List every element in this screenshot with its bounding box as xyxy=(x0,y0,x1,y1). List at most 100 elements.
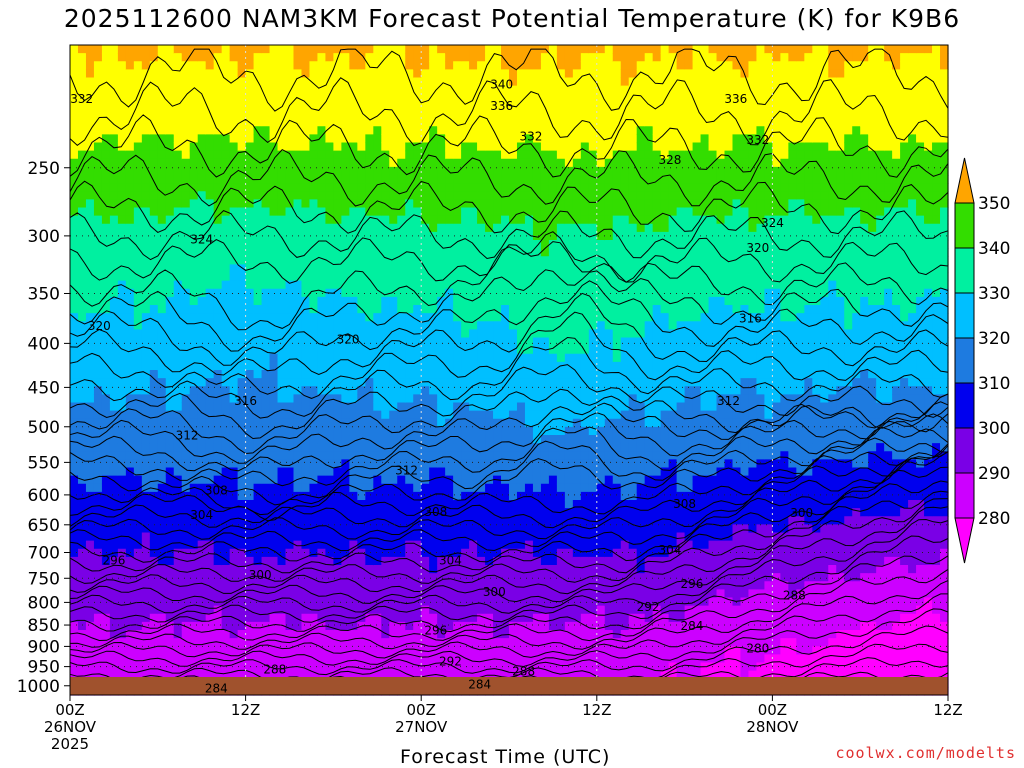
contour-fill-cell xyxy=(532,597,542,607)
contour-fill-cell xyxy=(405,386,414,395)
contour-fill-cell xyxy=(301,581,311,590)
contour-fill-cell xyxy=(341,296,350,306)
contour-fill-cell xyxy=(485,345,494,355)
contour-fill-cell xyxy=(261,207,271,217)
contour-fill-cell xyxy=(77,158,87,168)
contour-fill-cell xyxy=(445,402,454,412)
contour-fill-cell xyxy=(117,524,127,534)
contour-fill-cell xyxy=(461,597,470,607)
contour-fill-cell xyxy=(93,158,103,168)
contour-fill-cell xyxy=(405,215,414,225)
contour-fill-cell xyxy=(509,53,518,62)
contour-fill-cell xyxy=(485,207,494,217)
contour-fill-cell xyxy=(365,183,374,192)
contour-fill-cell xyxy=(205,516,215,525)
contour-fill-cell xyxy=(149,329,159,339)
contour-fill-cell xyxy=(93,142,103,152)
contour-fill-cell xyxy=(213,630,223,639)
contour-fill-cell xyxy=(261,426,271,436)
contour-fill-cell xyxy=(157,418,167,428)
contour-fill-cell xyxy=(149,370,159,379)
contour-fill-cell xyxy=(333,118,342,127)
contour-fill-cell xyxy=(117,630,127,639)
contour-fill-cell xyxy=(117,110,127,119)
contour-fill-cell xyxy=(461,296,470,306)
contour-fill-cell xyxy=(389,345,398,355)
contour-fill-cell xyxy=(477,329,486,339)
contour-fill-cell xyxy=(445,207,454,217)
contour-fill-cell xyxy=(301,402,311,412)
contour-fill-cell xyxy=(269,361,279,371)
contour-fill-cell xyxy=(357,296,366,306)
contour-fill-cell xyxy=(293,532,303,542)
contour-fill-cell xyxy=(125,53,135,62)
contour-fill-cell xyxy=(477,630,486,639)
contour-fill-cell xyxy=(501,605,510,615)
contour-fill-cell xyxy=(229,223,239,233)
contour-fill-cell xyxy=(469,483,478,493)
contour-fill-cell xyxy=(317,467,327,477)
contour-fill-cell xyxy=(261,345,271,355)
contour-fill-cell xyxy=(133,670,143,680)
contour-fill-cell xyxy=(317,532,327,542)
contour-fill-cell xyxy=(165,288,175,298)
contour-fill-cell xyxy=(437,345,446,355)
contour-fill-cell xyxy=(261,540,271,550)
contour-fill-cell xyxy=(85,451,95,460)
contour-fill-cell xyxy=(477,475,486,485)
contour-fill-cell xyxy=(445,77,454,87)
contour-fill-cell xyxy=(532,166,542,176)
contour-fill-cell xyxy=(357,142,366,152)
contour-fill-cell xyxy=(109,418,119,428)
contour-fill-cell xyxy=(389,313,398,322)
contour-fill-cell xyxy=(445,45,454,54)
contour-fill-cell xyxy=(540,524,550,534)
contour-fill-cell xyxy=(373,451,382,460)
contour-fill-cell xyxy=(93,451,103,460)
contour-fill-cell xyxy=(157,134,167,144)
contour-fill-cell xyxy=(381,556,390,566)
contour-fill-cell xyxy=(373,175,382,184)
contour-fill-cell xyxy=(101,166,111,176)
contour-fill-cell xyxy=(325,85,334,95)
contour-fill-cell xyxy=(540,101,550,111)
contour-fill-cell xyxy=(253,353,263,363)
contour-fill-cell xyxy=(429,272,438,282)
contour-fill-cell xyxy=(245,540,255,550)
contour-fill-cell xyxy=(485,540,494,550)
contour-fill-cell xyxy=(532,613,542,623)
contour-fill-cell xyxy=(93,126,103,135)
contour-fill-cell xyxy=(405,418,414,428)
contour-fill-cell xyxy=(333,215,342,225)
contour-fill-cell xyxy=(93,110,103,119)
contour-fill-cell xyxy=(149,134,159,144)
contour-fill-cell xyxy=(405,662,414,672)
contour-fill-cell xyxy=(301,158,311,168)
contour-fill-cell xyxy=(429,183,438,192)
contour-fill-cell xyxy=(117,256,127,265)
contour-fill-cell xyxy=(197,280,207,290)
contour-fill-cell xyxy=(445,223,454,233)
contour-fill-cell xyxy=(149,175,159,184)
contour-fill-cell xyxy=(317,370,327,379)
contour-fill-cell xyxy=(453,378,462,387)
contour-fill-cell xyxy=(141,345,151,355)
contour-fill-cell xyxy=(381,581,390,590)
contour-fill-cell xyxy=(516,646,526,655)
contour-fill-cell xyxy=(133,605,143,615)
contour-fill-cell xyxy=(141,126,151,135)
contour-fill-cell xyxy=(309,85,319,95)
contour-fill-cell xyxy=(117,207,127,217)
contour-fill-cell xyxy=(516,215,526,225)
contour-fill-cell xyxy=(389,418,398,428)
contour-fill-cell xyxy=(556,386,566,395)
contour-fill-cell xyxy=(341,110,350,119)
contour-fill-cell xyxy=(421,540,430,550)
contour-fill-cell xyxy=(157,215,167,225)
contour-fill-cell xyxy=(373,418,382,428)
contour-fill-cell xyxy=(309,573,319,582)
contour-fill-cell xyxy=(189,646,199,655)
contour-fill-cell xyxy=(141,435,151,444)
contour-fill-cell xyxy=(301,313,311,322)
contour-fill-cell xyxy=(397,183,406,192)
